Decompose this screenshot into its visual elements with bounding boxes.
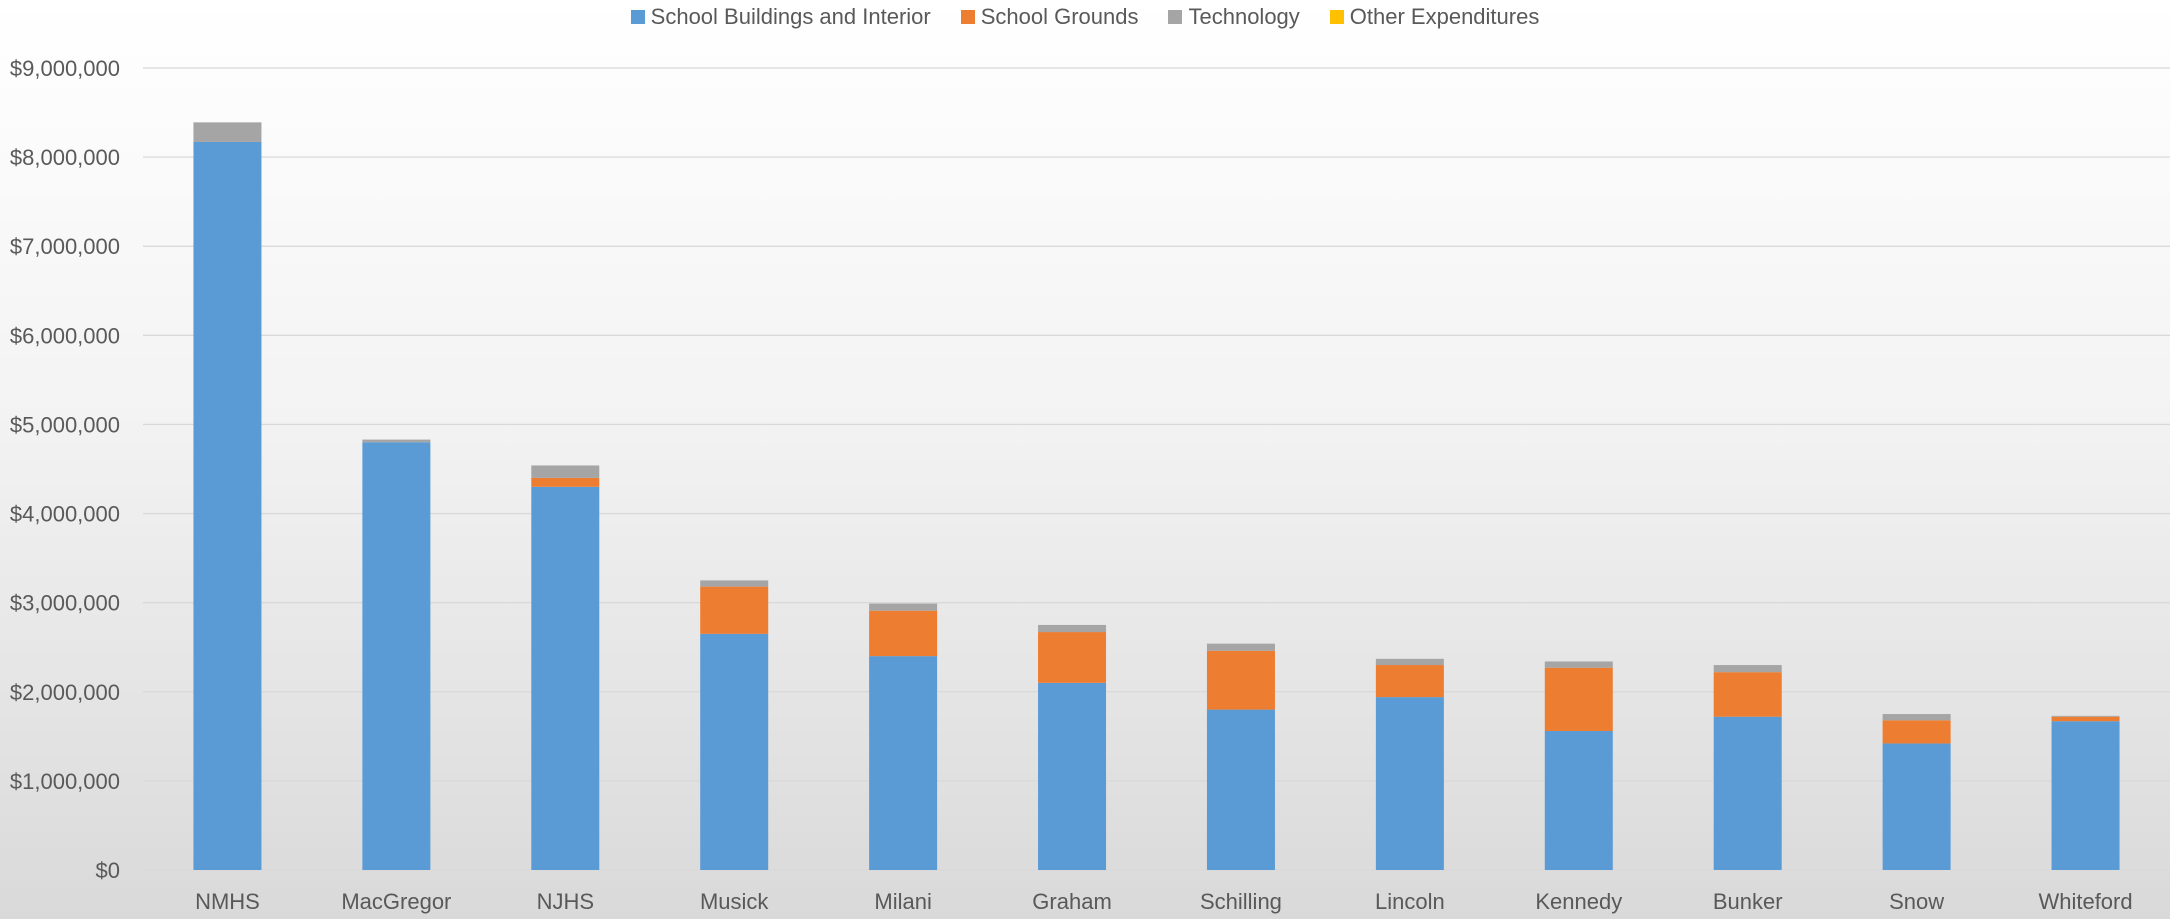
bar-segment-school-grounds-graham — [1038, 632, 1107, 683]
bar-segment-technology-lincoln — [1375, 658, 1444, 666]
legend-label: Technology — [1188, 4, 1300, 29]
legend-swatch — [1329, 10, 1344, 24]
bar-segment-school-grounds-musick — [700, 586, 769, 634]
x-tick-label: Musick — [700, 889, 769, 914]
bar-segment-school-buildings-and-interior-nmhs — [193, 141, 262, 870]
legend-label: School Grounds — [980, 4, 1139, 29]
legend-item: Other Expenditures — [1329, 4, 1540, 30]
bar-segment-technology-whiteford — [2051, 715, 2120, 717]
bar-segment-school-buildings-and-interior-macgregor — [362, 442, 431, 870]
bar-segment-school-grounds-schilling — [1206, 650, 1275, 710]
bar-segment-school-buildings-and-interior-njhs — [531, 486, 600, 870]
bar-segment-technology-milani — [869, 603, 938, 611]
chart-legend: School Buildings and Interior School Grou… — [0, 0, 2170, 34]
y-tick-label: $5,000,000 — [10, 412, 120, 437]
bar-segment-technology-bunker — [1713, 665, 1782, 673]
y-tick-label: $4,000,000 — [10, 502, 120, 527]
bar-segment-school-grounds-whiteford — [2051, 716, 2120, 722]
bar-segment-school-buildings-and-interior-schilling — [1206, 709, 1275, 870]
legend-item: Technology — [1168, 4, 1300, 30]
x-tick-label: NMHS — [195, 889, 260, 914]
legend-label: Other Expenditures — [1349, 4, 1540, 29]
y-tick-label: $7,000,000 — [10, 234, 120, 259]
bar-segment-school-grounds-lincoln — [1375, 665, 1444, 698]
x-tick-label: Kennedy — [1535, 889, 1622, 914]
x-tick-label: NJHS — [537, 889, 594, 914]
bar-segment-school-buildings-and-interior-graham — [1038, 682, 1107, 870]
bar-segment-technology-graham — [1038, 624, 1107, 633]
legend-swatch — [960, 10, 975, 24]
x-tick-label: Snow — [1889, 889, 1944, 914]
x-tick-label: Bunker — [1713, 889, 1783, 914]
y-tick-label: $8,000,000 — [10, 145, 120, 170]
y-tick-label: $9,000,000 — [10, 56, 120, 81]
bar-segment-school-grounds-bunker — [1713, 672, 1782, 717]
bar-segment-school-buildings-and-interior-bunker — [1713, 716, 1782, 870]
bar-segment-technology-schilling — [1206, 643, 1275, 651]
x-tick-label: Schilling — [1200, 889, 1282, 914]
bar-segment-school-grounds-milani — [869, 610, 938, 657]
y-tick-label: $2,000,000 — [10, 680, 120, 705]
legend-swatch — [630, 10, 645, 24]
bar-segment-school-buildings-and-interior-kennedy — [1544, 730, 1613, 870]
bar-segment-technology-macgregor — [362, 439, 431, 443]
bar-segment-technology-njhs — [531, 465, 600, 478]
bar-segment-technology-snow — [1882, 714, 1951, 721]
y-tick-label: $6,000,000 — [10, 323, 120, 348]
x-tick-label: Milani — [874, 889, 931, 914]
bar-segment-school-grounds-njhs — [531, 477, 600, 487]
bar-segment-technology-kennedy — [1544, 661, 1613, 668]
bar-segment-school-buildings-and-interior-milani — [869, 656, 938, 870]
bar-segment-technology-nmhs — [193, 122, 262, 142]
legend-item: School Grounds — [960, 4, 1139, 30]
bar-segment-school-grounds-snow — [1882, 720, 1951, 744]
legend-label: School Buildings and Interior — [650, 4, 931, 29]
x-tick-label: Graham — [1032, 889, 1111, 914]
y-tick-label: $1,000,000 — [10, 769, 120, 794]
x-tick-label: Whiteford — [2038, 889, 2132, 914]
bar-segment-school-grounds-kennedy — [1544, 667, 1613, 731]
legend-item: School Buildings and Interior — [630, 4, 931, 30]
legend-swatch — [1168, 10, 1183, 24]
x-tick-label: Lincoln — [1375, 889, 1445, 914]
x-tick-label: MacGregor — [341, 889, 451, 914]
y-tick-label: $0 — [96, 858, 120, 883]
bar-segment-school-buildings-and-interior-musick — [700, 633, 769, 870]
bar-segment-school-buildings-and-interior-whiteford — [2051, 721, 2120, 870]
bar-segment-school-buildings-and-interior-snow — [1882, 743, 1951, 870]
bar-segment-technology-musick — [700, 580, 769, 587]
y-tick-label: $3,000,000 — [10, 591, 120, 616]
bar-segment-school-buildings-and-interior-lincoln — [1375, 697, 1444, 870]
